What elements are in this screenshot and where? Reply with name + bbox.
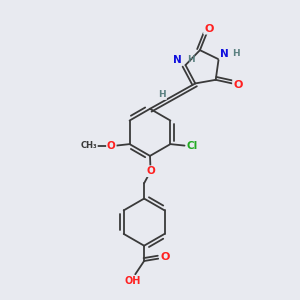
Text: CH₃: CH₃	[81, 141, 97, 150]
Text: N: N	[220, 49, 228, 59]
Text: Cl: Cl	[187, 141, 198, 151]
Text: O: O	[233, 80, 242, 89]
Text: H: H	[187, 55, 194, 64]
Text: H: H	[158, 90, 166, 99]
Text: O: O	[160, 253, 169, 262]
Text: O: O	[204, 24, 214, 34]
Text: O: O	[107, 141, 116, 151]
Text: O: O	[146, 166, 155, 176]
Text: OH: OH	[125, 276, 141, 286]
Text: N: N	[173, 55, 182, 65]
Text: H: H	[232, 49, 240, 58]
